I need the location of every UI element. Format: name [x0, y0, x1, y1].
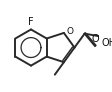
Text: F: F [28, 17, 34, 27]
Text: O: O [92, 34, 99, 44]
Text: OH: OH [102, 38, 112, 47]
Text: O: O [66, 27, 73, 36]
